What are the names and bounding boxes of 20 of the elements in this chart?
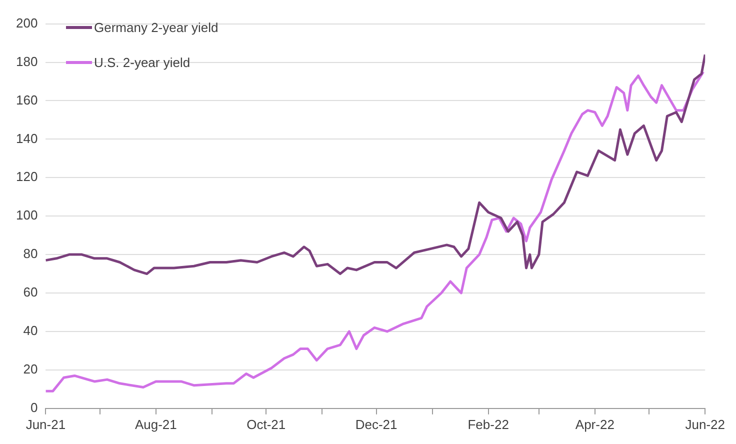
y-tick-label: 80 <box>23 246 38 262</box>
y-tick-label: 160 <box>16 92 38 108</box>
x-tick-label: Aug-21 <box>134 416 177 432</box>
x-tick-label: Apr-22 <box>575 416 614 432</box>
x-tick-label: Jun-22 <box>685 416 725 432</box>
x-tick-label: Oct-21 <box>246 416 286 432</box>
y-tick-label: 140 <box>16 130 38 146</box>
legend-label: Germany 2-year yield <box>94 20 218 35</box>
y-tick-label: 40 <box>23 323 38 338</box>
x-tick-label: Feb-22 <box>468 416 509 432</box>
y-tick-label: 100 <box>16 208 38 223</box>
y-tick-label: 0 <box>30 400 38 415</box>
x-tick-label: Jun-21 <box>26 416 66 432</box>
legend-label: U.S. 2-year yield <box>94 55 190 70</box>
y-tick-label: 20 <box>23 362 38 377</box>
y-tick-label: 180 <box>16 54 38 69</box>
y-tick-label: 60 <box>23 284 38 300</box>
y-tick-label: 120 <box>16 169 38 184</box>
y-tick-label: 200 <box>16 15 38 30</box>
x-tick-label: Dec-21 <box>355 416 398 432</box>
